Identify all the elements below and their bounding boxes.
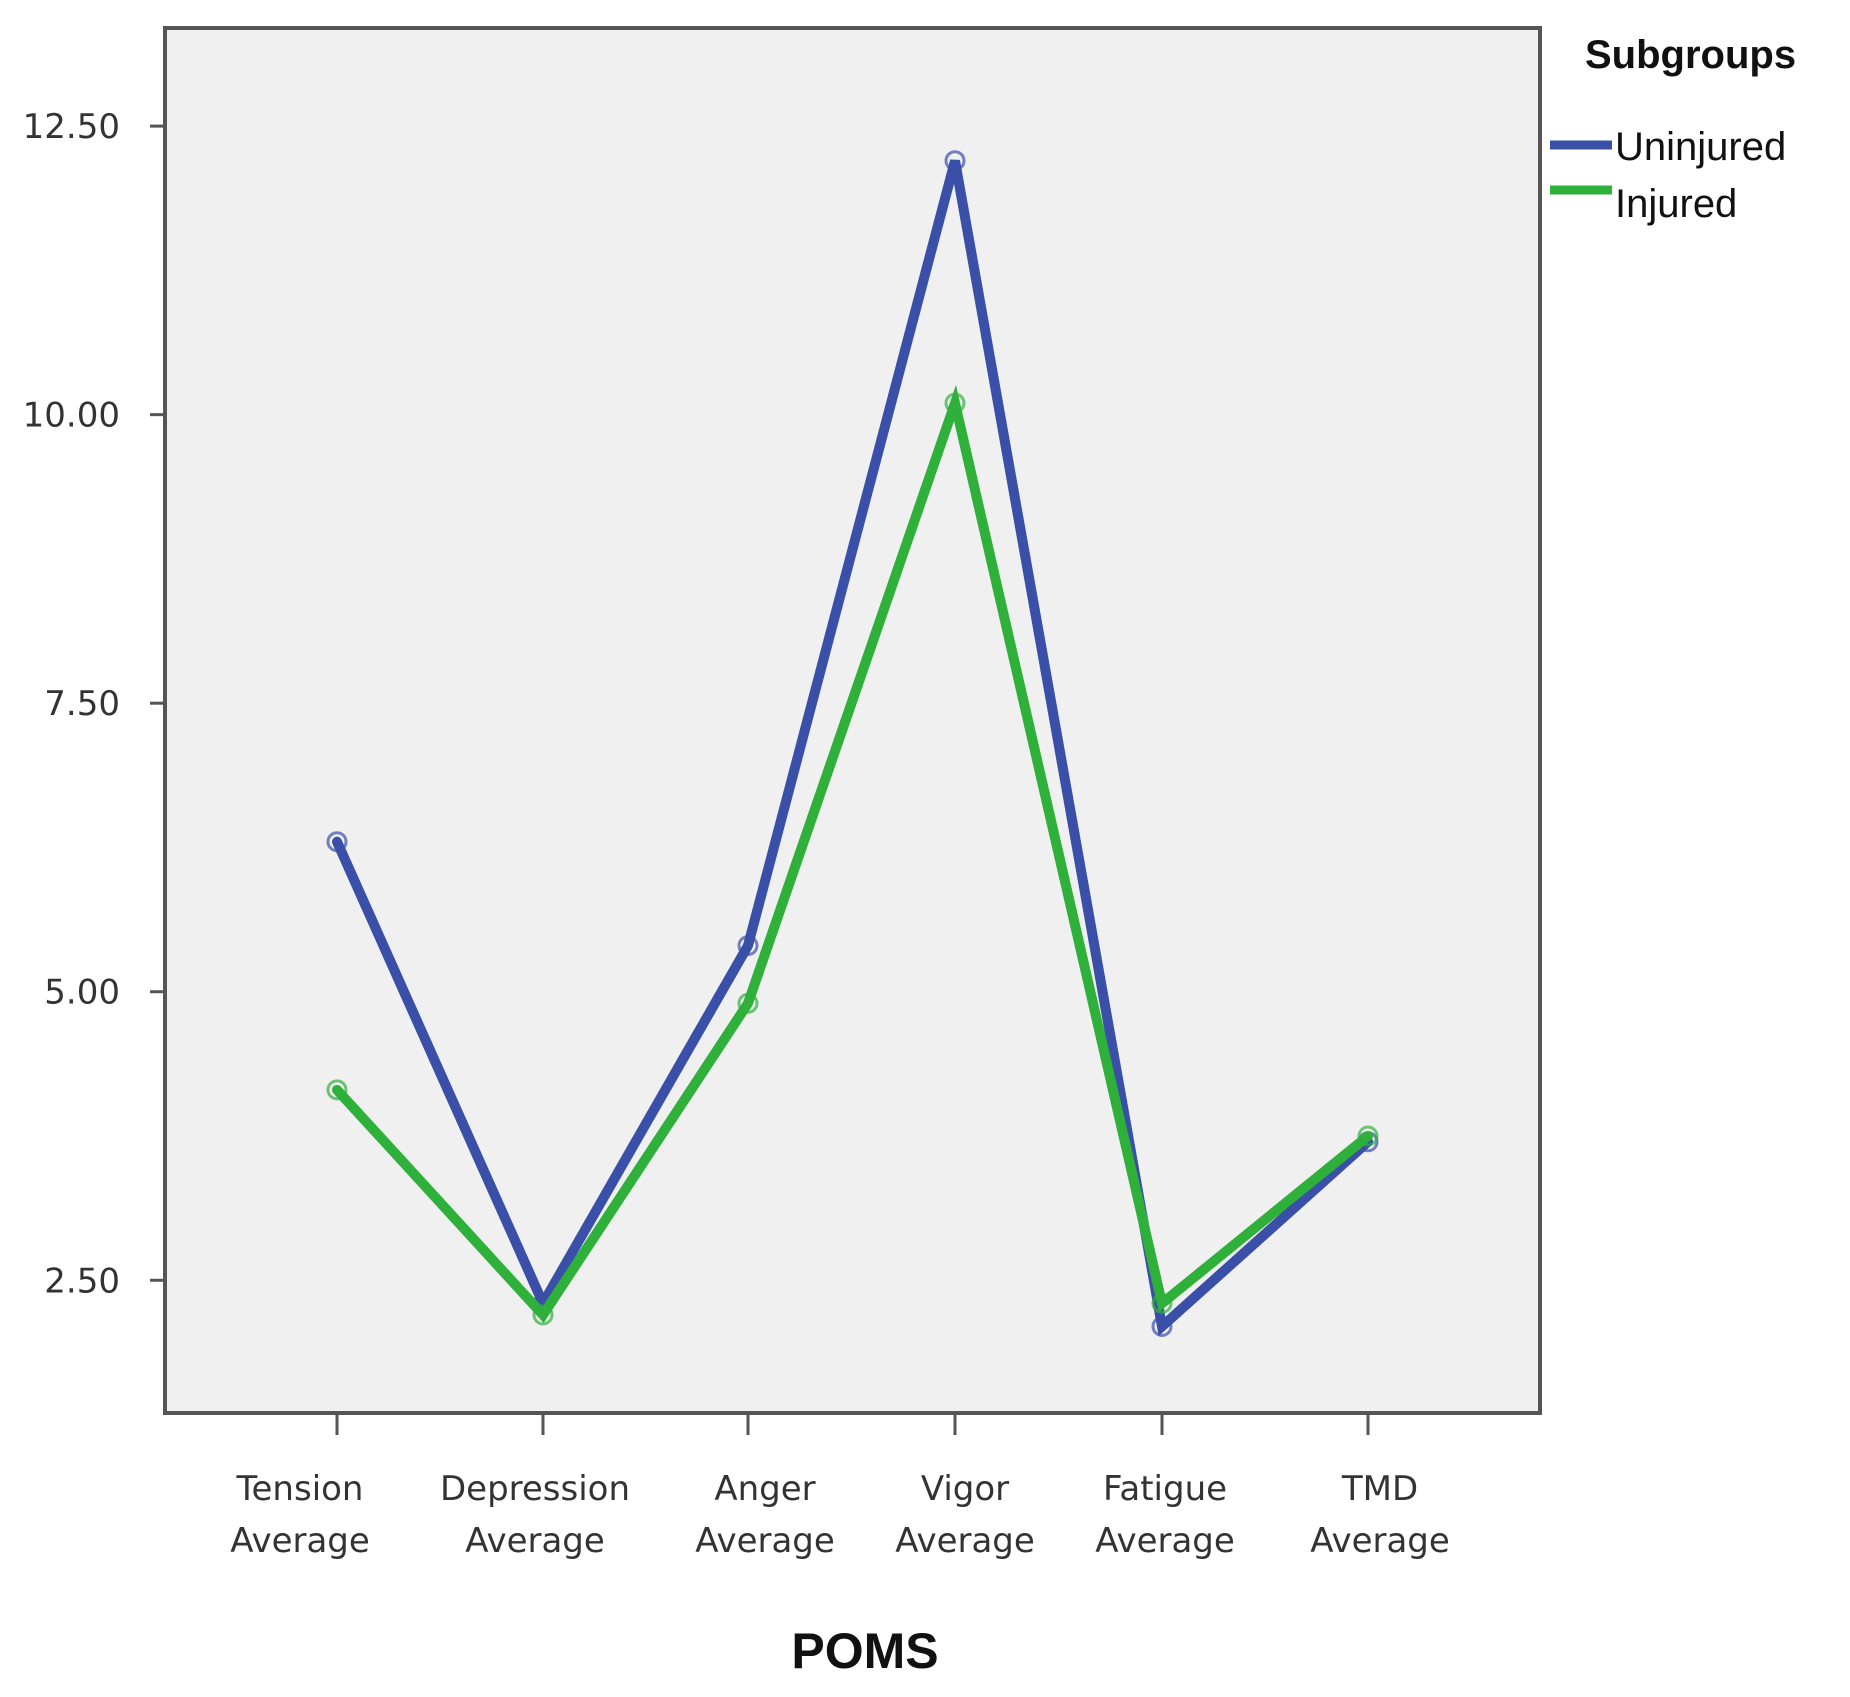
series-line-uninjured — [332, 159, 1373, 1337]
series-line-injured — [332, 384, 1373, 1324]
x-tick-label: Depression Average — [440, 1469, 630, 1561]
x-tick-label-line: Tension — [236, 1469, 364, 1509]
x-tick-label-line: Average — [695, 1521, 835, 1561]
x-tick-label-line: Fatigue — [1103, 1469, 1227, 1509]
y-tick-label: 10.00 — [23, 396, 120, 436]
x-tick-label-line: Average — [465, 1521, 605, 1561]
data-point — [1151, 1292, 1173, 1314]
y-axis: 2.50 5.00 7.50 10.00 12.50 — [23, 107, 165, 1301]
data-point — [326, 831, 348, 853]
y-tick-label: 5.00 — [44, 973, 120, 1013]
x-axis: Tension Average Depression Average Anger Aver… — [230, 1413, 1450, 1561]
x-tick-label-line: Anger — [714, 1469, 815, 1509]
x-tick-label: Fatigue Average — [1095, 1469, 1235, 1561]
y-tick-label: 7.50 — [44, 684, 120, 724]
y-tick-label: 12.50 — [23, 107, 120, 147]
legend: Subgroups Uninjured Injured — [1550, 33, 1796, 226]
x-tick-label-line: TMD — [1341, 1469, 1418, 1509]
data-point — [944, 150, 966, 172]
legend-label: Uninjured — [1615, 125, 1786, 169]
data-point — [1357, 1125, 1379, 1147]
x-tick-label-line: Depression — [440, 1469, 630, 1509]
x-tick-label: Vigor Average — [895, 1469, 1035, 1561]
data-point — [737, 935, 759, 957]
data-point — [1151, 1315, 1173, 1337]
data-point — [532, 1304, 554, 1326]
series-group — [326, 150, 1379, 1337]
x-tick-label-line: Average — [1095, 1521, 1235, 1561]
legend-title: Subgroups — [1585, 33, 1796, 77]
x-axis-title: POMS — [791, 1623, 938, 1679]
data-point — [326, 1079, 348, 1101]
legend-label: Injured — [1615, 182, 1737, 226]
plot-area — [163, 26, 1542, 1415]
x-tick-label-line: Average — [1310, 1521, 1450, 1561]
x-tick-label-line: Average — [230, 1521, 370, 1561]
data-point — [737, 992, 759, 1014]
y-tick-label: 2.50 — [44, 1261, 120, 1301]
data-point — [944, 392, 966, 414]
x-tick-label-line: Average — [895, 1521, 1035, 1561]
x-tick-label-line: Vigor — [921, 1469, 1009, 1509]
x-tick-label: Anger Average — [695, 1469, 835, 1561]
x-tick-label: TMD Average — [1310, 1469, 1450, 1561]
x-tick-label: Tension Average — [230, 1469, 370, 1561]
